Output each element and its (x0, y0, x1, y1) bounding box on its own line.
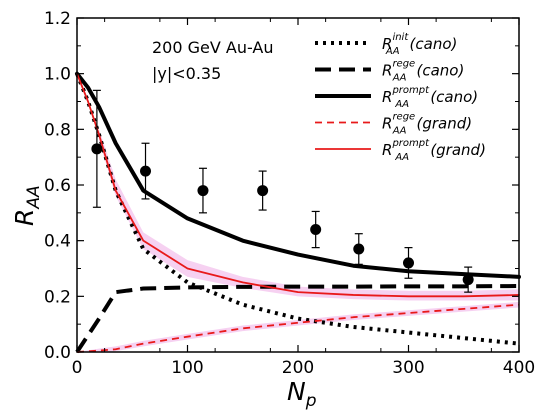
legend-label-2: Rprompt AA (cano) (382, 85, 478, 110)
y-tick-label: 0.6 (44, 176, 71, 196)
plot-area: 0 100 200 300 400 0.0 0.2 0.4 0.6 0.8 1.0 1.2 (44, 9, 535, 378)
y-tick-label: 1.2 (44, 9, 71, 29)
y-tick-label: 0.4 (44, 232, 71, 252)
data-point (140, 165, 152, 177)
x-tick-label: 300 (392, 358, 424, 378)
y-tick-label: 0.0 (44, 343, 71, 363)
legend-label-4: Rprompt AA (grand) (382, 138, 486, 163)
annotation-rapidity: |y|<0.35 (152, 64, 221, 83)
legend-label-1: Rrege AA (cano) (382, 59, 464, 84)
series-line-3 (76, 303, 520, 353)
legend-label-0: Rinit AA (cano) (382, 32, 457, 57)
data-point (91, 143, 103, 155)
x-axis-title: Np (287, 377, 317, 411)
y-tick-label: 0.8 (44, 120, 71, 140)
series-line-1 (75, 284, 520, 354)
legend: Rinit AA (cano)Rrege AA (cano)Rprompt AA (cano… (315, 32, 486, 163)
y-axis-title: RAA (10, 185, 44, 226)
data-point (353, 243, 365, 255)
series-line-0 (75, 72, 520, 346)
data-point (310, 224, 322, 236)
data-point (403, 257, 414, 269)
x-tick-label: 200 (282, 358, 314, 378)
y-tick-label: 0.2 (44, 287, 71, 307)
data-point (197, 185, 209, 197)
series-line-4 (76, 72, 520, 298)
x-tick-label: 0 (72, 358, 83, 378)
data-point (257, 185, 269, 197)
annotation-energy: 200 GeV Au-Au (152, 38, 274, 57)
legend-label-3: Rrege AA (grand) (382, 112, 472, 137)
data-point (462, 274, 474, 286)
x-tick-label: 100 (171, 358, 203, 378)
y-tick-label: 1.0 (44, 65, 71, 85)
rege-grand-band (77, 301, 519, 352)
x-tick-label: 400 (503, 358, 535, 378)
